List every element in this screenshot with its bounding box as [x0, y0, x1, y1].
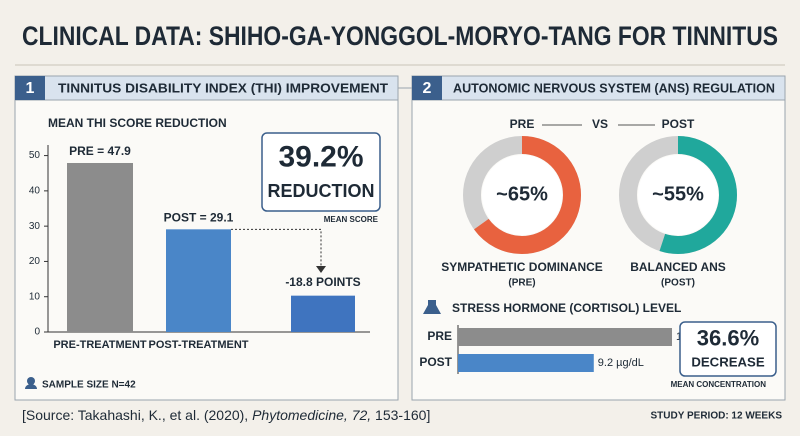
footnote: SAMPLE SIZE N=42 — [42, 380, 136, 391]
bar — [166, 229, 231, 332]
y-tick-label: 20 — [29, 256, 41, 267]
category-label: BALANCED ANS — [630, 260, 726, 274]
callout-value: 36.6% — [697, 326, 759, 351]
y-tick-label: 10 — [29, 291, 41, 302]
study-period: STUDY PERIOD: 12 WEEKS — [650, 411, 782, 422]
callout-note: MEAN CONCENTRATION — [671, 380, 767, 389]
panel-number: 2 — [423, 80, 432, 97]
donut-arc — [463, 136, 581, 254]
category-sublabel: (POST) — [661, 278, 695, 289]
donut-hole — [638, 155, 718, 235]
icon — [27, 377, 35, 385]
arrow — [316, 266, 326, 273]
header-left: PRE — [510, 117, 535, 131]
annotation: -18.8 POINTS — [285, 275, 360, 289]
icon — [423, 300, 441, 314]
bar — [291, 295, 355, 332]
bar — [458, 328, 672, 346]
category-sublabel: (PRE) — [508, 278, 535, 289]
value-label: PRE = 47.9 — [69, 144, 131, 158]
y-tick-label: 50 — [29, 150, 41, 161]
callout-box — [679, 321, 777, 377]
panel-header — [411, 75, 786, 101]
panel-number: 1 — [26, 80, 35, 97]
x-tick-label: PRE-TREATMENT — [53, 339, 147, 351]
source: [Source: Takahashi, K., et al. (2020), P… — [22, 407, 430, 423]
value-label: ~65% — [496, 183, 548, 205]
callout-box — [261, 132, 381, 212]
source-text: [Source: Takahashi, K., et al. (2020), — [22, 407, 252, 423]
donut-arc — [619, 136, 737, 254]
chart-title: MEAN THI SCORE REDUCTION — [48, 116, 227, 130]
bar — [458, 354, 594, 372]
value-label: ~55% — [652, 183, 704, 205]
value-label: 9.2 µg/dL — [598, 357, 644, 369]
callout-label: REDUCTION — [268, 181, 375, 201]
category-label: SYMPATHETIC DOMINANCE — [441, 260, 603, 274]
category-label: PRE — [427, 329, 452, 343]
callout-label: DECREASE — [691, 355, 764, 370]
panel-number-box — [412, 76, 442, 100]
icon — [25, 384, 37, 389]
y-tick-label: 40 — [29, 186, 41, 197]
panel-header — [14, 75, 399, 101]
panel-heading: TINNITUS DISABILITY INDEX (THI) IMPROVEM… — [58, 80, 388, 95]
x-tick-label: POST-TREATMENT — [148, 339, 248, 351]
chart-title: STRESS HORMONE (CORTISOL) LEVEL — [452, 301, 681, 315]
value-label: POST = 29.1 — [164, 210, 234, 224]
source-pages: 153-160] — [371, 407, 430, 423]
page-title: CLINICAL DATA: SHIHO-GA-YONGGOL-MORYO-TA… — [22, 21, 778, 51]
header-middle: VS — [592, 117, 608, 131]
callout-value: 39.2% — [278, 141, 363, 174]
callout-note: MEAN SCORE — [324, 215, 379, 224]
category-label: POST — [419, 355, 452, 369]
header-right: POST — [662, 117, 695, 131]
donut-hole — [482, 155, 562, 235]
source-journal: Phytomedicine, 72, — [252, 407, 371, 423]
y-tick-label: 30 — [29, 221, 41, 232]
y-tick-label: 0 — [34, 327, 40, 338]
panel-heading: AUTONOMIC NERVOUS SYSTEM (ANS) REGULATIO… — [453, 80, 775, 95]
panel-number-box — [15, 76, 45, 100]
connector — [231, 228, 322, 268]
bar — [67, 162, 133, 332]
